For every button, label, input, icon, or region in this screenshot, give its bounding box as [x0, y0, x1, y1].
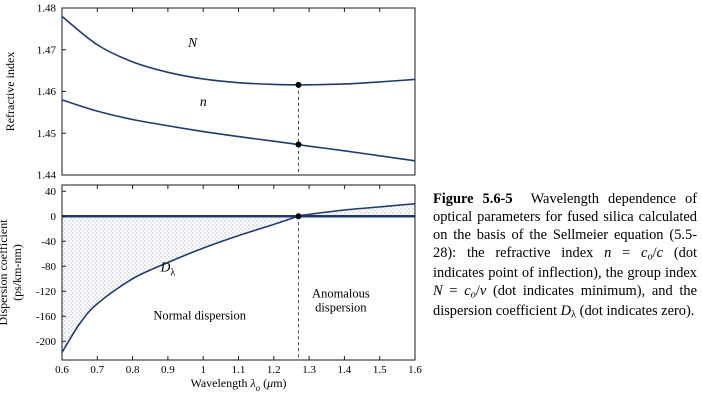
x-tick-label: 0.9 — [161, 364, 175, 376]
y-tick-label: 1.45 — [37, 128, 57, 140]
x-tick-label: 1.6 — [408, 364, 422, 376]
y-tick-label: -160 — [36, 311, 57, 323]
chart-dispersion: 0.6 0.7 0.8 0.9 1 1.1 1.2 1.3 1.4 1.5 1.6 40 0 -40 -80… — [0, 184, 422, 393]
curve-label-N: N — [187, 35, 198, 50]
chart-refractive-index: 1.48 1.47 1.46 1.45 1.44 Refractive index Nn — [3, 3, 416, 182]
x-tick-label: 0.8 — [126, 364, 140, 376]
x-tick-label: 1.5 — [373, 364, 387, 376]
y-tick-label: 1.48 — [37, 3, 57, 15]
curve-label-n: n — [200, 94, 207, 109]
x-axis-label: Wavelength λo (μm) — [190, 376, 286, 393]
x-tick-label: 1 — [200, 364, 206, 376]
y-tick-label: 0 — [51, 211, 57, 223]
figure-caption: Figure 5.6-5 Wavelength dependence of op… — [433, 191, 698, 321]
marker-dot — [295, 213, 302, 220]
annotation: Normal dispersion — [153, 308, 246, 322]
y-tick-label: 40 — [45, 186, 57, 198]
y-tick-label: 1.44 — [37, 170, 57, 182]
x-tick-label: 1.2 — [267, 364, 281, 376]
x-tick-label: 1.4 — [338, 364, 352, 376]
x-tick-label: 0.6 — [55, 364, 69, 376]
x-tick-label: 0.7 — [90, 364, 104, 376]
y-axis-label: (ps/km-nm) — [10, 244, 24, 301]
y-tick-label: -80 — [41, 261, 56, 273]
x-tick-label: 1.3 — [302, 364, 316, 376]
y-axis-label: Refractive index — [3, 52, 17, 132]
x-tick-label: 1.1 — [232, 364, 246, 376]
y-tick-label: -120 — [36, 286, 57, 298]
annotation: Anomalous dispersion — [312, 287, 370, 315]
y-tick-label: -40 — [41, 236, 56, 248]
y-tick-label: 1.46 — [37, 86, 57, 98]
curve-D_lambda — [61, 202, 416, 353]
curve-N — [61, 15, 416, 86]
wavelength-dependence-charts: 1.48 1.47 1.46 1.45 1.44 Refractive index Nn 0.… — [0, 3, 422, 394]
plot-frame — [61, 7, 416, 176]
marker-dot — [295, 81, 302, 88]
y-tick-label: -200 — [36, 336, 57, 348]
curve-n — [61, 99, 416, 162]
y-tick-label: 1.47 — [37, 44, 57, 56]
y-axis-label: Dispersion coefficient — [0, 219, 10, 326]
curve-label-D_lambda: Dλ — [160, 259, 176, 278]
marker-dot — [295, 141, 302, 148]
dispersion-shaded-region — [62, 203, 415, 353]
